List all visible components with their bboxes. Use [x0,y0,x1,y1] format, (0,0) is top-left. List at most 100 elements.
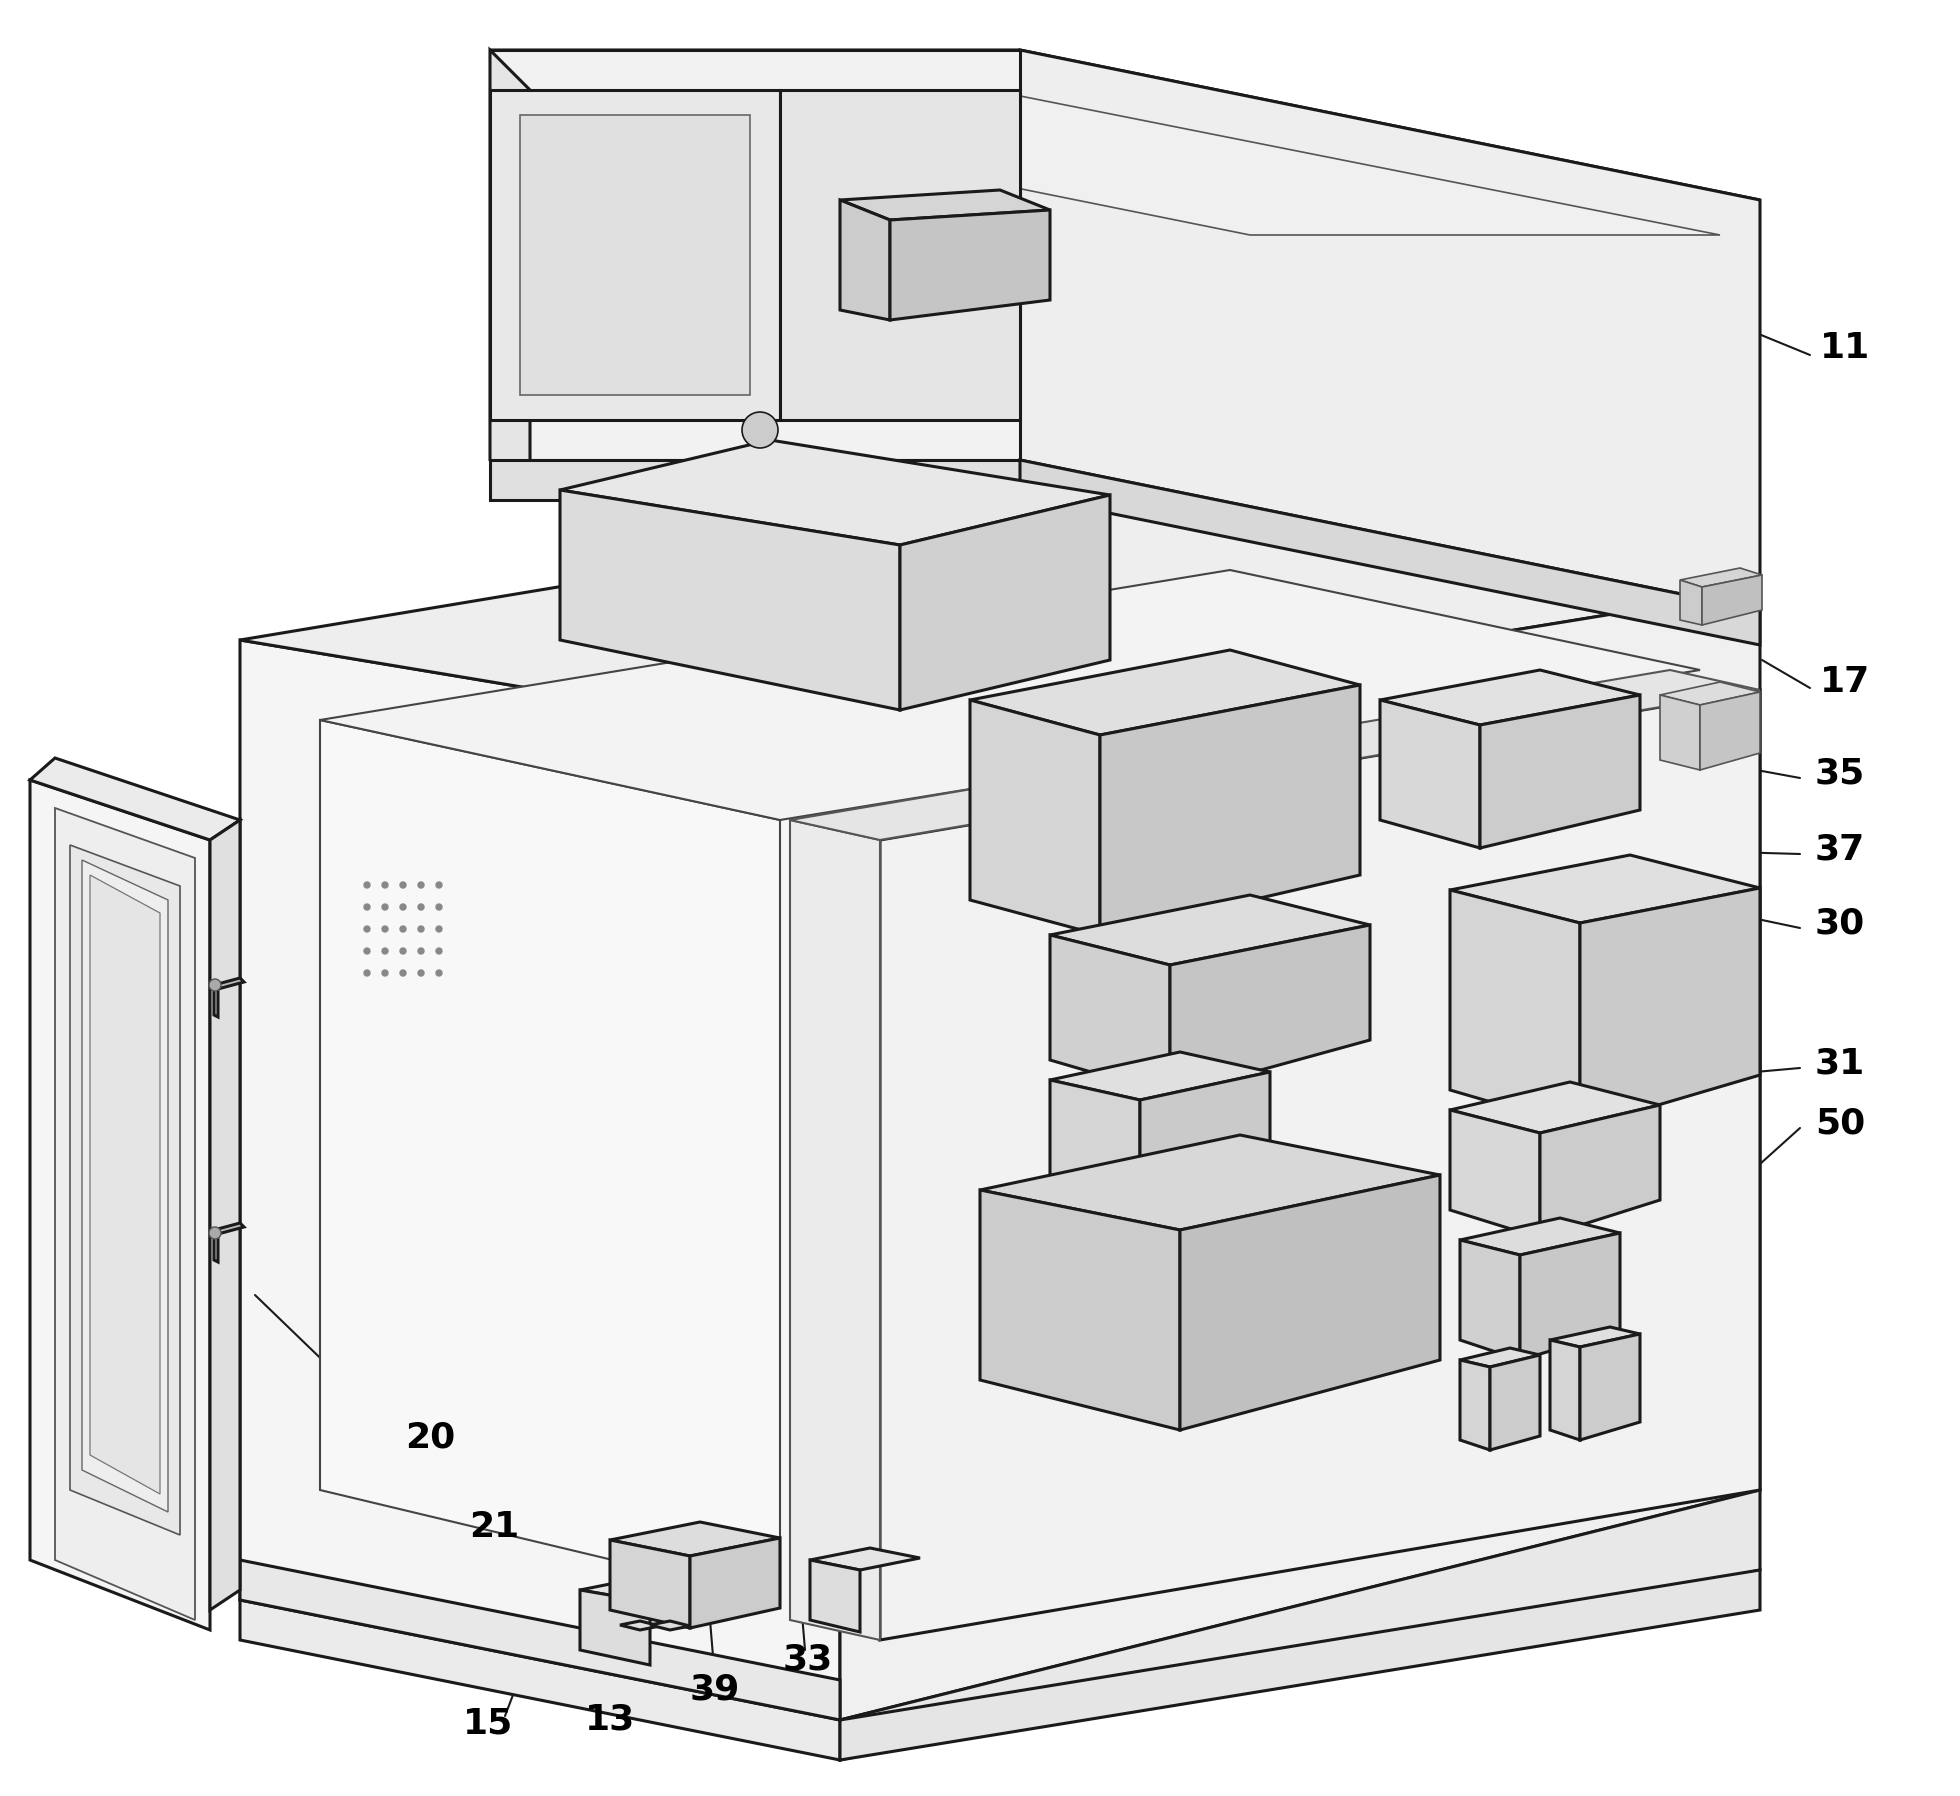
Text: 11: 11 [1821,330,1870,365]
Polygon shape [490,90,780,420]
Polygon shape [1580,1334,1641,1440]
Circle shape [210,979,221,991]
Polygon shape [71,844,180,1536]
Polygon shape [970,650,1360,735]
Circle shape [365,970,370,975]
Text: 30: 30 [1815,905,1866,939]
Circle shape [417,970,423,975]
Polygon shape [1051,1052,1270,1099]
Polygon shape [1521,1234,1621,1360]
Polygon shape [980,1135,1441,1230]
Polygon shape [1450,855,1760,923]
Polygon shape [490,50,1760,199]
Polygon shape [1450,1081,1660,1133]
Circle shape [382,903,388,911]
Polygon shape [1180,1175,1441,1430]
Polygon shape [1380,700,1480,848]
Circle shape [400,970,406,975]
Polygon shape [619,1622,661,1631]
Polygon shape [841,1570,1760,1760]
Polygon shape [319,720,780,1600]
Polygon shape [1460,1349,1541,1367]
Circle shape [435,948,443,954]
Polygon shape [319,569,1699,821]
Polygon shape [900,496,1109,709]
Circle shape [400,948,406,954]
Polygon shape [790,821,880,1640]
Polygon shape [561,440,1109,544]
Text: 31: 31 [1815,1045,1866,1079]
Polygon shape [1550,1340,1580,1440]
Circle shape [382,882,388,887]
Polygon shape [580,1570,751,1602]
Polygon shape [780,90,1019,420]
Polygon shape [561,490,900,709]
Polygon shape [490,50,1019,460]
Circle shape [365,903,370,911]
Circle shape [365,948,370,954]
Polygon shape [1701,575,1762,625]
Polygon shape [1550,1327,1641,1347]
Polygon shape [1170,925,1370,1096]
Circle shape [365,927,370,932]
Text: 39: 39 [690,1674,741,1706]
Circle shape [743,411,778,447]
Polygon shape [239,1600,841,1760]
Polygon shape [610,1539,690,1627]
Polygon shape [1051,894,1370,964]
Text: 21: 21 [468,1510,519,1545]
Text: 50: 50 [1815,1106,1866,1140]
Circle shape [382,927,388,932]
Polygon shape [1019,460,1760,645]
Text: 35: 35 [1815,756,1866,790]
Circle shape [435,882,443,887]
Polygon shape [214,984,218,1017]
Polygon shape [890,210,1051,320]
Polygon shape [1660,682,1760,706]
Polygon shape [809,1561,860,1633]
Polygon shape [239,1561,841,1721]
Polygon shape [841,591,1760,1721]
Polygon shape [490,50,529,490]
Circle shape [365,882,370,887]
Polygon shape [1680,568,1762,587]
Polygon shape [1460,1239,1521,1360]
Polygon shape [1490,1354,1541,1449]
Polygon shape [90,875,161,1494]
Polygon shape [214,1230,218,1263]
Circle shape [435,927,443,932]
Text: 15: 15 [463,1706,514,1740]
Circle shape [417,882,423,887]
Polygon shape [809,1548,919,1570]
Text: 37: 37 [1815,832,1866,866]
Polygon shape [1660,695,1699,770]
Text: 17: 17 [1821,665,1870,699]
Text: 20: 20 [406,1421,455,1455]
Circle shape [417,903,423,911]
Polygon shape [841,199,890,320]
Polygon shape [1460,1218,1621,1255]
Polygon shape [690,1537,780,1627]
Polygon shape [610,1521,780,1555]
Polygon shape [490,460,1019,499]
Polygon shape [29,758,239,841]
Polygon shape [529,90,1721,235]
Polygon shape [239,490,1760,740]
Polygon shape [29,779,210,1631]
Circle shape [210,1227,221,1239]
Circle shape [400,927,406,932]
Polygon shape [841,190,1051,219]
Circle shape [382,970,388,975]
Polygon shape [790,670,1760,841]
Polygon shape [1699,691,1760,770]
Circle shape [417,927,423,932]
Text: 40: 40 [37,972,86,1006]
Circle shape [435,970,443,975]
Polygon shape [651,1622,690,1631]
Polygon shape [82,860,169,1512]
Polygon shape [980,1191,1180,1430]
Circle shape [382,948,388,954]
Circle shape [417,948,423,954]
Polygon shape [1450,1110,1541,1237]
Polygon shape [1141,1072,1270,1200]
